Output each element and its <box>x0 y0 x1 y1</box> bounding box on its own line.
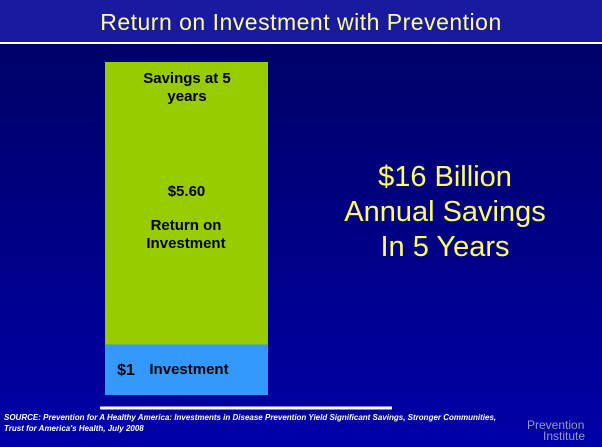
annotation-line: In 5 Years <box>380 231 510 263</box>
source: SOURCE: Prevention for A Healthy America… <box>4 412 504 434</box>
value-label: $1 <box>117 361 135 379</box>
logo-line: Prevention <box>527 418 585 432</box>
source-text: Prevention for A Healthy America: Invest… <box>4 413 497 433</box>
source-label: SOURCE: <box>4 413 41 422</box>
value-label: $5.60 <box>167 183 206 201</box>
annotation-line: $16 Billion <box>378 161 512 193</box>
bar-segment <box>105 344 268 395</box>
chart-title: Return on Investment with Prevention <box>100 9 502 35</box>
title-bar <box>0 0 602 44</box>
annotation: $16 Billion Annual Savings In 5 Years <box>320 160 570 265</box>
bar-heading: Savings at 5 years <box>143 70 231 105</box>
logo-line: Institute <box>543 429 586 443</box>
series-label: Return on Investment <box>146 217 226 253</box>
bar-segment <box>105 62 268 345</box>
series-label: Investment <box>149 360 229 378</box>
logo: Prevention Institute <box>527 418 586 443</box>
annotation-line: Annual Savings <box>344 196 546 228</box>
